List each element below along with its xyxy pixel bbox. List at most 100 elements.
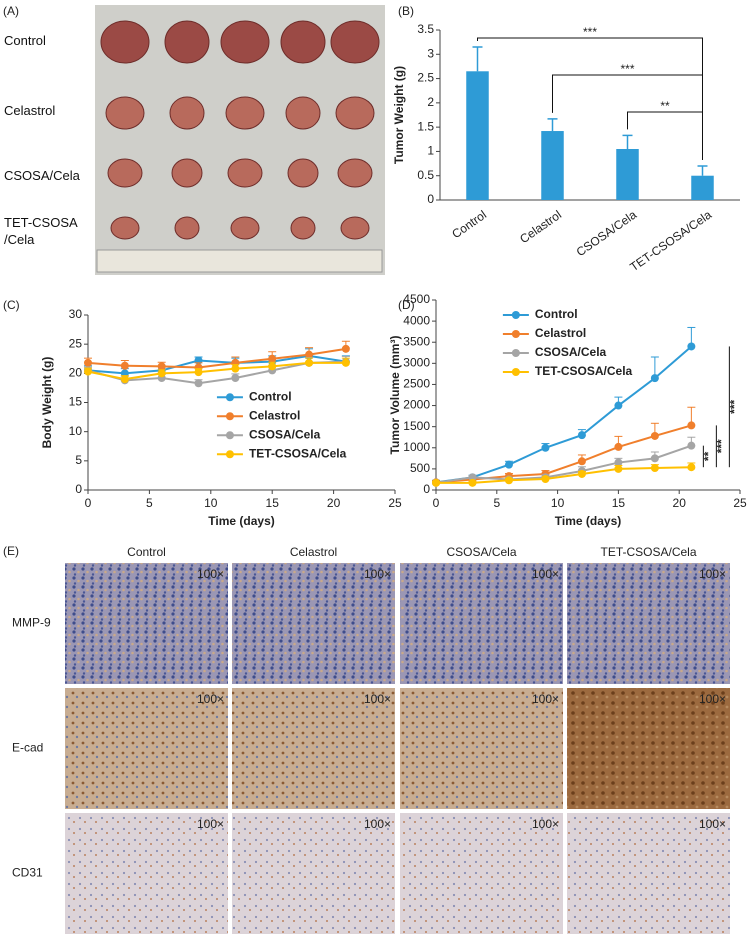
column-header: TET-CSOSA/Cela <box>600 545 696 559</box>
y-tick-label: 2 <box>427 95 434 109</box>
ihc-image <box>65 688 228 809</box>
x-tick-label: 15 <box>266 496 280 510</box>
magnification: 100× <box>532 567 559 581</box>
error-bar <box>547 118 558 132</box>
tumor <box>337 158 373 188</box>
tumor-photo <box>100 20 380 240</box>
x-tick-label: 5 <box>146 496 153 510</box>
y-tick-label: 20 <box>69 366 83 380</box>
series-line <box>87 361 346 381</box>
column-header: Control <box>127 545 166 559</box>
x-tick-label: 25 <box>388 496 402 510</box>
significance-label: *** <box>583 25 597 39</box>
column-header: Celastrol <box>290 545 337 559</box>
ihc-image <box>567 688 730 809</box>
point <box>687 342 696 351</box>
y-tick-label: 0 <box>75 482 82 496</box>
ihc-image <box>400 563 563 684</box>
x-tick-label: 10 <box>551 496 565 510</box>
tumor <box>227 158 263 188</box>
y-tick-label: 30 <box>69 307 83 321</box>
significance-label: *** <box>728 399 742 413</box>
panel-label: (A) <box>3 4 19 18</box>
row-label: TET-CSOSA /Cela <box>4 215 78 247</box>
tumor <box>335 96 375 130</box>
tumor <box>285 96 321 130</box>
point <box>231 374 240 382</box>
point <box>504 476 513 485</box>
tumor <box>230 216 260 240</box>
ihc-image <box>567 813 730 934</box>
point <box>120 375 129 384</box>
y-axis-label: Body Weight (g) <box>40 357 54 449</box>
y-axis-label: Tumor Weight (g) <box>392 66 406 164</box>
point <box>157 369 166 378</box>
y-tick-label: 3500 <box>403 334 430 348</box>
panel-label: (B) <box>398 4 414 18</box>
point <box>614 464 623 473</box>
point <box>194 368 203 377</box>
ihc-image <box>232 813 395 934</box>
point <box>541 475 550 484</box>
legend-label: Celastrol <box>249 408 300 422</box>
x-tick-label: 0 <box>433 496 440 510</box>
magnification: 100× <box>699 692 726 706</box>
legend-marker <box>225 431 234 440</box>
y-tick-label: 0 <box>427 192 434 206</box>
ihc-image <box>567 563 730 684</box>
error-bar <box>472 46 483 72</box>
y-tick-label: 1500 <box>403 419 430 433</box>
point <box>687 421 696 430</box>
legend-label: CSOSA/Cela <box>535 345 607 359</box>
ihc-image <box>65 563 228 684</box>
legend-marker <box>511 349 520 357</box>
legend-marker <box>225 450 234 459</box>
point <box>305 350 314 359</box>
ihc-grid: Control Celastrol CSOSA/Cela TET-CSOSA/Cela… <box>12 545 730 934</box>
panel-label: (D) <box>398 298 415 312</box>
x-axis-label: Time (days) <box>208 514 274 528</box>
bar <box>541 131 564 200</box>
significance-label: *** <box>620 62 634 76</box>
point <box>650 431 659 440</box>
legend-marker <box>511 368 520 376</box>
x-tick-label: 20 <box>673 496 687 510</box>
point <box>84 367 92 376</box>
y-tick-label: 0 <box>423 482 430 496</box>
significance-bracket <box>627 111 703 160</box>
y-tick-label: 2500 <box>403 377 430 391</box>
bar <box>616 149 639 200</box>
y-tick-label: 3000 <box>403 356 430 370</box>
point <box>614 458 623 467</box>
y-axis-label: Tumor Volume (mm³) <box>388 336 402 455</box>
point <box>541 443 550 452</box>
y-tick-label: 500 <box>410 461 430 475</box>
y-tick-label: 3.5 <box>417 22 434 36</box>
tumor <box>169 96 205 130</box>
significance-label: ** <box>702 451 716 461</box>
x-tick-label: Control <box>449 208 489 242</box>
magnification: 100× <box>532 817 559 831</box>
y-tick-label: 1 <box>427 144 434 158</box>
magnification: 100× <box>364 567 391 581</box>
point <box>650 454 659 463</box>
y-tick-label: 25 <box>69 336 83 350</box>
y-tick-label: 15 <box>69 395 83 409</box>
ruler <box>96 249 383 273</box>
point <box>577 431 586 440</box>
legend-label: TET-CSOSA/Cela <box>535 364 633 378</box>
magnification: 100× <box>197 567 224 581</box>
tumor <box>100 20 150 64</box>
point <box>577 469 586 478</box>
tumor <box>280 20 326 64</box>
legend-label: TET-CSOSA/Cela <box>249 446 347 460</box>
legend-label: Celastrol <box>535 326 586 340</box>
point <box>268 354 277 363</box>
ihc-image <box>232 688 395 809</box>
series-line <box>436 466 692 484</box>
bar <box>691 175 714 200</box>
magnification: 100× <box>197 692 224 706</box>
x-tick-label: CSOSA/Cela <box>574 207 640 259</box>
point <box>84 358 92 367</box>
